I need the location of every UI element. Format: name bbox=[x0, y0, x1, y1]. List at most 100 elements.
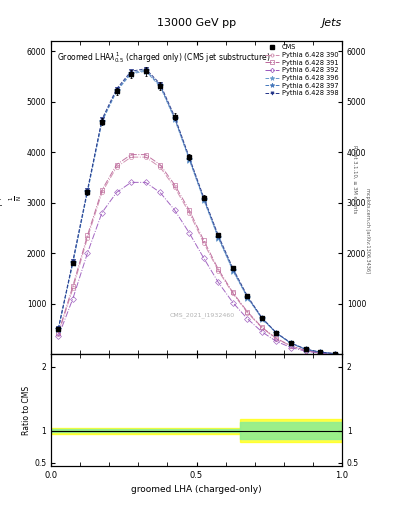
Pythia 6.428 397 bbox=[289, 340, 294, 347]
Y-axis label: Ratio to CMS: Ratio to CMS bbox=[22, 386, 31, 435]
Pythia 6.428 397 bbox=[303, 346, 308, 352]
Pythia 6.428 397 bbox=[216, 234, 221, 240]
Pythia 6.428 397 bbox=[318, 349, 323, 355]
Pythia 6.428 398 bbox=[129, 68, 134, 74]
Pythia 6.428 390 bbox=[260, 325, 264, 331]
Pythia 6.428 397 bbox=[129, 70, 134, 76]
Pythia 6.428 392 bbox=[173, 207, 177, 213]
Pythia 6.428 396 bbox=[71, 260, 75, 266]
Pythia 6.428 397 bbox=[187, 156, 192, 162]
X-axis label: groomed LHA (charged-only): groomed LHA (charged-only) bbox=[131, 485, 262, 495]
Pythia 6.428 390 bbox=[187, 209, 192, 216]
Pythia 6.428 396 bbox=[245, 294, 250, 301]
Pythia 6.428 390 bbox=[71, 285, 75, 291]
Pythia 6.428 390 bbox=[289, 343, 294, 349]
Pythia 6.428 390 bbox=[245, 310, 250, 316]
Pythia 6.428 397 bbox=[202, 196, 206, 202]
Pythia 6.428 390 bbox=[303, 348, 308, 354]
Pythia 6.428 390 bbox=[318, 350, 323, 356]
Pythia 6.428 392 bbox=[274, 338, 279, 345]
Pythia 6.428 398 bbox=[303, 346, 308, 352]
Pythia 6.428 398 bbox=[114, 86, 119, 92]
Pythia 6.428 398 bbox=[158, 81, 163, 87]
Pythia 6.428 397 bbox=[56, 326, 61, 332]
Pythia 6.428 396 bbox=[332, 351, 337, 357]
Legend: CMS, Pythia 6.428 390, Pythia 6.428 391, Pythia 6.428 392, Pythia 6.428 396, Pyt: CMS, Pythia 6.428 390, Pythia 6.428 391,… bbox=[263, 43, 340, 98]
Pythia 6.428 392 bbox=[129, 179, 134, 185]
Pythia 6.428 392 bbox=[158, 189, 163, 196]
Pythia 6.428 392 bbox=[289, 345, 294, 351]
Pythia 6.428 390 bbox=[114, 164, 119, 170]
Pythia 6.428 391 bbox=[85, 232, 90, 239]
Pythia 6.428 398 bbox=[289, 340, 294, 346]
Pythia 6.428 396 bbox=[202, 197, 206, 203]
Text: 13000 GeV pp: 13000 GeV pp bbox=[157, 18, 236, 28]
Pythia 6.428 398 bbox=[85, 187, 90, 193]
Pythia 6.428 396 bbox=[85, 189, 90, 196]
Pythia 6.428 391 bbox=[289, 343, 294, 349]
Text: Jets: Jets bbox=[321, 18, 342, 28]
Pythia 6.428 391 bbox=[260, 324, 264, 330]
Pythia 6.428 397 bbox=[173, 115, 177, 121]
Pythia 6.428 391 bbox=[318, 350, 323, 356]
Pythia 6.428 391 bbox=[71, 283, 75, 289]
Pythia 6.428 396 bbox=[231, 268, 235, 274]
Pythia 6.428 397 bbox=[114, 88, 119, 94]
Pythia 6.428 390 bbox=[85, 235, 90, 241]
Pythia 6.428 397 bbox=[332, 351, 337, 357]
Pythia 6.428 397 bbox=[100, 118, 105, 124]
Pythia 6.428 392 bbox=[56, 333, 61, 339]
Text: Groomed LHA$\lambda^{1}_{0.5}$ (charged only) (CMS jet substructure): Groomed LHA$\lambda^{1}_{0.5}$ (charged … bbox=[57, 50, 271, 65]
Pythia 6.428 392 bbox=[100, 209, 105, 216]
Line: Pythia 6.428 398: Pythia 6.428 398 bbox=[56, 67, 337, 356]
Pythia 6.428 390 bbox=[216, 268, 221, 274]
Pythia 6.428 396 bbox=[173, 116, 177, 122]
Pythia 6.428 390 bbox=[56, 331, 61, 337]
Pythia 6.428 396 bbox=[158, 83, 163, 90]
Pythia 6.428 390 bbox=[143, 154, 148, 160]
Pythia 6.428 397 bbox=[260, 315, 264, 322]
Pythia 6.428 398 bbox=[187, 154, 192, 160]
Pythia 6.428 392 bbox=[71, 295, 75, 302]
Pythia 6.428 398 bbox=[56, 325, 61, 331]
Pythia 6.428 391 bbox=[129, 152, 134, 158]
Pythia 6.428 398 bbox=[71, 258, 75, 264]
Pythia 6.428 398 bbox=[173, 114, 177, 120]
Pythia 6.428 391 bbox=[158, 162, 163, 168]
Pythia 6.428 391 bbox=[143, 152, 148, 158]
Pythia 6.428 392 bbox=[231, 300, 235, 306]
Pythia 6.428 392 bbox=[85, 250, 90, 256]
Text: mcplots.cern.ch [arXiv:1306.3436]: mcplots.cern.ch [arXiv:1306.3436] bbox=[365, 188, 371, 273]
Pythia 6.428 396 bbox=[318, 349, 323, 355]
Pythia 6.428 396 bbox=[56, 326, 61, 332]
Pythia 6.428 398 bbox=[202, 195, 206, 201]
Pythia 6.428 392 bbox=[303, 348, 308, 354]
Pythia 6.428 397 bbox=[274, 330, 279, 336]
Pythia 6.428 398 bbox=[231, 265, 235, 271]
Pythia 6.428 392 bbox=[332, 351, 337, 357]
Pythia 6.428 396 bbox=[143, 68, 148, 74]
Pythia 6.428 396 bbox=[129, 71, 134, 77]
Pythia 6.428 391 bbox=[231, 289, 235, 295]
Pythia 6.428 391 bbox=[274, 335, 279, 342]
Pythia 6.428 397 bbox=[231, 267, 235, 273]
Pythia 6.428 392 bbox=[216, 280, 221, 286]
Pythia 6.428 397 bbox=[245, 294, 250, 300]
Text: CMS_2021_I1932460: CMS_2021_I1932460 bbox=[170, 312, 235, 318]
Line: Pythia 6.428 396: Pythia 6.428 396 bbox=[55, 68, 338, 357]
Pythia 6.428 396 bbox=[100, 119, 105, 125]
Pythia 6.428 396 bbox=[187, 157, 192, 163]
Y-axis label: $\mathrm{d}N$
$\overline{\mathrm{d}p_\mathrm{T}\mathrm{d}\lambda}$
$\frac{1}{\ma: $\mathrm{d}N$ $\overline{\mathrm{d}p_\ma… bbox=[0, 185, 24, 210]
Pythia 6.428 396 bbox=[289, 340, 294, 347]
Pythia 6.428 396 bbox=[303, 346, 308, 352]
Pythia 6.428 397 bbox=[85, 188, 90, 195]
Pythia 6.428 392 bbox=[260, 329, 264, 335]
Pythia 6.428 398 bbox=[143, 66, 148, 72]
Pythia 6.428 397 bbox=[71, 259, 75, 265]
Pythia 6.428 391 bbox=[303, 347, 308, 353]
Pythia 6.428 392 bbox=[202, 255, 206, 261]
Pythia 6.428 391 bbox=[216, 266, 221, 272]
Pythia 6.428 391 bbox=[332, 351, 337, 357]
Pythia 6.428 397 bbox=[158, 82, 163, 89]
Pythia 6.428 391 bbox=[56, 330, 61, 336]
